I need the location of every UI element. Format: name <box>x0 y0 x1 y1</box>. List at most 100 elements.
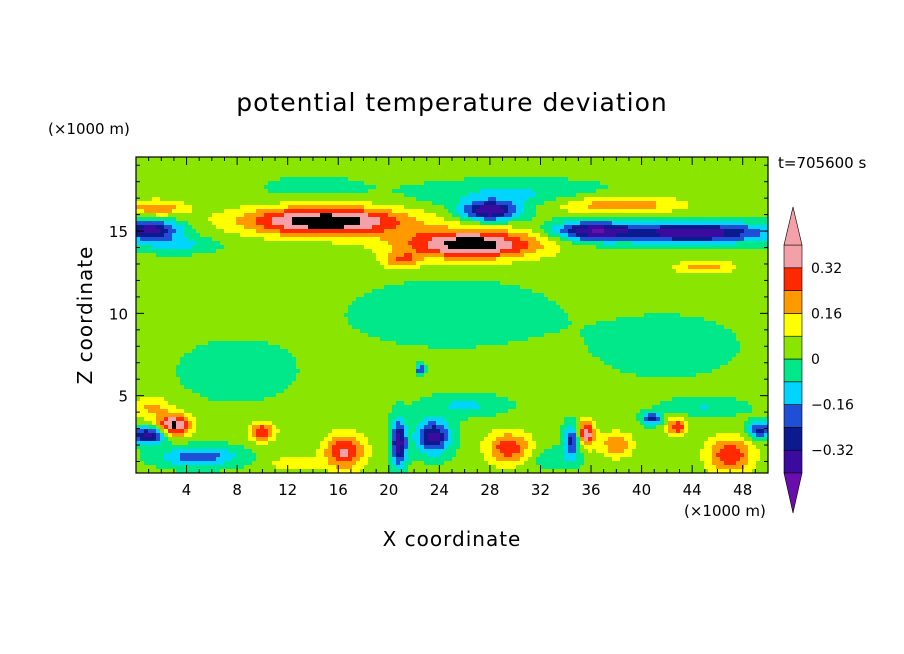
heatmap-cell <box>352 213 357 218</box>
heatmap-cell <box>160 349 165 354</box>
heatmap-cell <box>296 161 301 166</box>
heatmap-cell <box>248 393 253 398</box>
heatmap-cell <box>144 273 149 278</box>
heatmap-cell <box>244 401 249 406</box>
heatmap-cell <box>252 421 257 426</box>
heatmap-cell <box>300 449 305 454</box>
heatmap-cell <box>308 261 313 266</box>
heatmap-cell <box>312 157 317 162</box>
heatmap-cell <box>360 197 365 202</box>
heatmap-cell <box>192 357 197 362</box>
heatmap-cell <box>316 333 321 338</box>
heatmap-cell <box>360 337 365 342</box>
heatmap-cell <box>224 313 229 318</box>
heatmap-cell <box>260 429 265 434</box>
heatmap-cell <box>144 245 149 250</box>
heatmap-cell <box>388 169 393 174</box>
heatmap-cell <box>308 325 313 330</box>
heatmap-cell <box>388 161 393 166</box>
heatmap-cell <box>376 309 381 314</box>
heatmap-cell <box>208 229 213 234</box>
heatmap-cell <box>144 381 149 386</box>
heatmap-cell <box>280 321 285 326</box>
heatmap-cell <box>228 161 233 166</box>
heatmap-cell <box>152 245 157 250</box>
heatmap-cell <box>256 441 261 446</box>
heatmap-cell <box>224 197 229 202</box>
heatmap-cell <box>180 261 185 266</box>
heatmap-cell <box>344 169 349 174</box>
heatmap-cell <box>216 365 221 370</box>
heatmap-cell <box>332 285 337 290</box>
heatmap-cell <box>216 409 221 414</box>
heatmap-cell <box>276 277 281 282</box>
heatmap-cell <box>264 457 269 462</box>
heatmap-cell <box>160 193 165 198</box>
heatmap-cell <box>180 229 185 234</box>
heatmap-cell <box>168 453 173 458</box>
heatmap-cell <box>316 345 321 350</box>
heatmap-cell <box>320 445 325 450</box>
heatmap-cell <box>264 437 269 442</box>
heatmap-cell <box>376 409 381 414</box>
heatmap-cell <box>176 441 181 446</box>
heatmap-cell <box>148 277 153 282</box>
heatmap-cell <box>168 441 173 446</box>
heatmap-cell <box>208 241 213 246</box>
heatmap-cell <box>252 457 257 462</box>
heatmap-cell <box>148 173 153 178</box>
heatmap-cell <box>368 433 373 438</box>
heatmap-cell <box>280 261 285 266</box>
heatmap-cell <box>232 213 237 218</box>
heatmap-cell <box>296 241 301 246</box>
heatmap-cell <box>192 189 197 194</box>
heatmap-cell <box>376 173 381 178</box>
heatmap-cell <box>304 437 309 442</box>
heatmap-cell <box>240 429 245 434</box>
heatmap-cell <box>328 261 333 266</box>
heatmap-cell <box>164 313 169 318</box>
heatmap-cell <box>336 369 341 374</box>
heatmap-cell <box>208 225 213 230</box>
heatmap-cell <box>140 405 145 410</box>
heatmap-cell <box>252 205 257 210</box>
heatmap-cell <box>232 417 237 422</box>
heatmap-cell <box>380 229 385 234</box>
heatmap-cell <box>372 265 377 270</box>
heatmap-cell <box>248 365 253 370</box>
heatmap-cell <box>156 453 161 458</box>
heatmap-cell <box>344 241 349 246</box>
heatmap-cell <box>300 281 305 286</box>
heatmap-cell <box>332 421 337 426</box>
heatmap-cell <box>320 429 325 434</box>
heatmap-cell <box>272 349 277 354</box>
heatmap-cell <box>280 377 285 382</box>
heatmap-cell <box>152 265 157 270</box>
heatmap-cell <box>180 285 185 290</box>
heatmap-cell <box>180 345 185 350</box>
heatmap-cell <box>292 357 297 362</box>
heatmap-cell <box>144 401 149 406</box>
heatmap-cell <box>228 213 233 218</box>
heatmap-cell <box>224 417 229 422</box>
heatmap-cell <box>364 269 369 274</box>
heatmap-cell <box>368 441 373 446</box>
heatmap-cell <box>320 309 325 314</box>
heatmap-cell <box>352 469 357 474</box>
heatmap-cell <box>328 213 333 218</box>
heatmap-cell <box>276 161 281 166</box>
heatmap-cell <box>176 365 181 370</box>
heatmap-cell <box>316 457 321 462</box>
heatmap-cell <box>292 449 297 454</box>
heatmap-cell <box>180 177 185 182</box>
heatmap-cell <box>348 453 353 458</box>
heatmap-cell <box>268 381 273 386</box>
heatmap-cell <box>236 173 241 178</box>
heatmap-cell <box>168 345 173 350</box>
heatmap-cell <box>332 177 337 182</box>
heatmap-cell <box>288 225 293 230</box>
heatmap-cell <box>344 393 349 398</box>
heatmap-cell <box>248 357 253 362</box>
heatmap-cell <box>148 325 153 330</box>
heatmap-cell <box>224 305 229 310</box>
